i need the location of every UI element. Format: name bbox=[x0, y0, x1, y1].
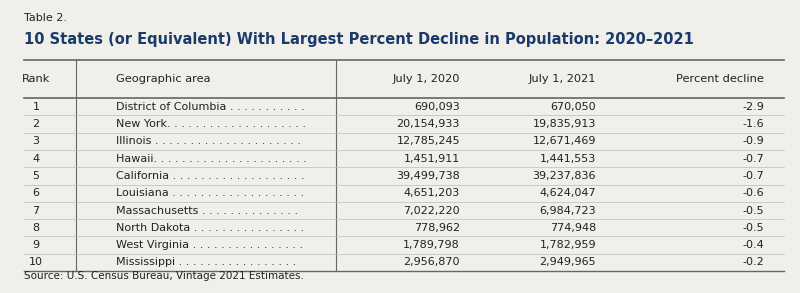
Text: Massachusetts . . . . . . . . . . . . . .: Massachusetts . . . . . . . . . . . . . … bbox=[116, 205, 298, 216]
Text: 778,962: 778,962 bbox=[414, 223, 460, 233]
Text: 670,050: 670,050 bbox=[550, 102, 596, 112]
Text: 9: 9 bbox=[33, 240, 39, 250]
Text: 2,956,870: 2,956,870 bbox=[403, 257, 460, 268]
Text: 10 States (or Equivalent) With Largest Percent Decline in Population: 2020–2021: 10 States (or Equivalent) With Largest P… bbox=[24, 32, 694, 47]
Text: Percent decline: Percent decline bbox=[676, 74, 764, 84]
Text: -0.5: -0.5 bbox=[742, 205, 764, 216]
Text: Geographic area: Geographic area bbox=[116, 74, 210, 84]
Text: 6,984,723: 6,984,723 bbox=[539, 205, 596, 216]
Text: -0.4: -0.4 bbox=[742, 240, 764, 250]
Text: 690,093: 690,093 bbox=[414, 102, 460, 112]
Text: West Virginia . . . . . . . . . . . . . . . .: West Virginia . . . . . . . . . . . . . … bbox=[116, 240, 303, 250]
Text: -2.9: -2.9 bbox=[742, 102, 764, 112]
Text: 12,785,245: 12,785,245 bbox=[396, 136, 460, 146]
Text: 7: 7 bbox=[33, 205, 39, 216]
Text: Source: U.S. Census Bureau, Vintage 2021 Estimates.: Source: U.S. Census Bureau, Vintage 2021… bbox=[24, 271, 304, 281]
Text: -0.7: -0.7 bbox=[742, 154, 764, 164]
Text: North Dakota . . . . . . . . . . . . . . . .: North Dakota . . . . . . . . . . . . . .… bbox=[116, 223, 304, 233]
Text: California . . . . . . . . . . . . . . . . . . .: California . . . . . . . . . . . . . . .… bbox=[116, 171, 305, 181]
Text: 3: 3 bbox=[33, 136, 39, 146]
Text: 20,154,933: 20,154,933 bbox=[397, 119, 460, 129]
Text: -0.7: -0.7 bbox=[742, 171, 764, 181]
Text: 1,782,959: 1,782,959 bbox=[539, 240, 596, 250]
Text: Illinois . . . . . . . . . . . . . . . . . . . . .: Illinois . . . . . . . . . . . . . . . .… bbox=[116, 136, 301, 146]
Text: 39,237,836: 39,237,836 bbox=[533, 171, 596, 181]
Text: 774,948: 774,948 bbox=[550, 223, 596, 233]
Text: Hawaii. . . . . . . . . . . . . . . . . . . . . .: Hawaii. . . . . . . . . . . . . . . . . … bbox=[116, 154, 306, 164]
Text: 1,451,911: 1,451,911 bbox=[404, 154, 460, 164]
Text: -0.2: -0.2 bbox=[742, 257, 764, 268]
Text: Louisiana . . . . . . . . . . . . . . . . . . .: Louisiana . . . . . . . . . . . . . . . … bbox=[116, 188, 304, 198]
Text: 1,441,553: 1,441,553 bbox=[540, 154, 596, 164]
Text: 8: 8 bbox=[33, 223, 39, 233]
Text: 4,651,203: 4,651,203 bbox=[404, 188, 460, 198]
Text: 7,022,220: 7,022,220 bbox=[403, 205, 460, 216]
Text: 39,499,738: 39,499,738 bbox=[396, 171, 460, 181]
Text: 2: 2 bbox=[33, 119, 39, 129]
Text: July 1, 2020: July 1, 2020 bbox=[393, 74, 460, 84]
Text: -0.9: -0.9 bbox=[742, 136, 764, 146]
Text: Table 2.: Table 2. bbox=[24, 13, 67, 23]
Text: 1: 1 bbox=[33, 102, 39, 112]
Text: 4: 4 bbox=[33, 154, 39, 164]
Text: 6: 6 bbox=[33, 188, 39, 198]
Text: 5: 5 bbox=[33, 171, 39, 181]
Text: Mississippi . . . . . . . . . . . . . . . . .: Mississippi . . . . . . . . . . . . . . … bbox=[116, 257, 296, 268]
Text: 12,671,469: 12,671,469 bbox=[533, 136, 596, 146]
Text: Rank: Rank bbox=[22, 74, 50, 84]
Text: District of Columbia . . . . . . . . . . .: District of Columbia . . . . . . . . . .… bbox=[116, 102, 305, 112]
Text: New York. . . . . . . . . . . . . . . . . . . .: New York. . . . . . . . . . . . . . . . … bbox=[116, 119, 306, 129]
Text: 4,624,047: 4,624,047 bbox=[539, 188, 596, 198]
Text: 2,949,965: 2,949,965 bbox=[539, 257, 596, 268]
Text: 19,835,913: 19,835,913 bbox=[533, 119, 596, 129]
Text: -1.6: -1.6 bbox=[742, 119, 764, 129]
Text: 10: 10 bbox=[29, 257, 43, 268]
Text: July 1, 2021: July 1, 2021 bbox=[529, 74, 596, 84]
Text: -0.6: -0.6 bbox=[742, 188, 764, 198]
Text: -0.5: -0.5 bbox=[742, 223, 764, 233]
Text: 1,789,798: 1,789,798 bbox=[403, 240, 460, 250]
